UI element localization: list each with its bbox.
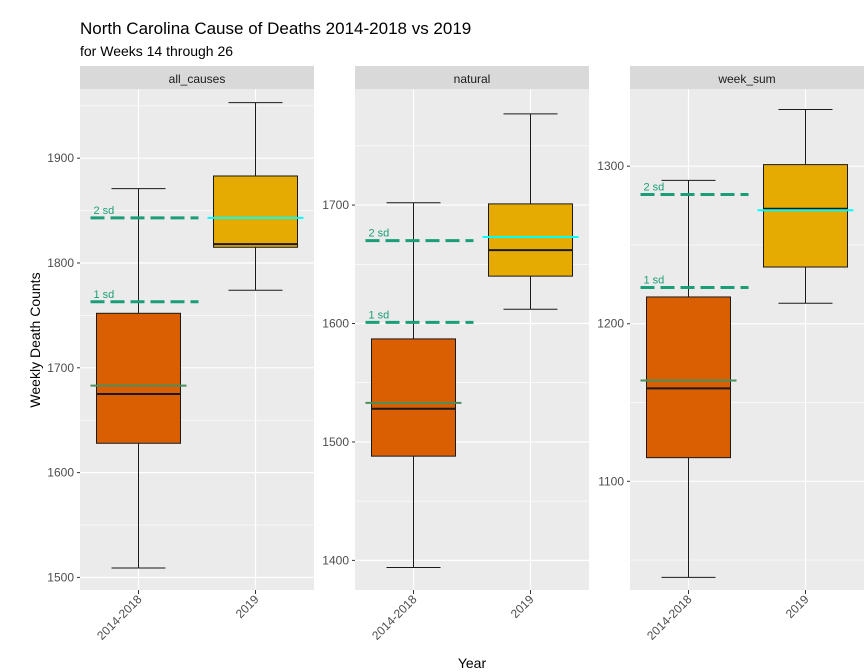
boxplot-2019 <box>213 102 298 291</box>
y-tick-label: 1200 <box>597 317 624 331</box>
boxplot-2019 <box>763 108 848 304</box>
box-iqr <box>96 312 181 444</box>
facet-strip-label: all_causes <box>169 72 226 86</box>
y-tick-label: 1300 <box>597 159 624 173</box>
box-iqr <box>213 175 298 248</box>
y-tick-label: 1700 <box>322 198 349 212</box>
box-iqr <box>646 296 731 459</box>
sd1-label: 1 sd <box>94 289 115 301</box>
y-tick-label: 1500 <box>322 435 349 449</box>
chart-title: North Carolina Cause of Deaths 2014-2018… <box>80 19 471 38</box>
facet-strip <box>355 66 589 89</box>
y-tick-label: 1600 <box>322 317 349 331</box>
chart-subtitle: for Weeks 14 through 26 <box>80 43 233 59</box>
y-tick-label: 1800 <box>47 256 74 270</box>
box-iqr <box>371 338 456 457</box>
y-tick-label: 1700 <box>47 361 74 375</box>
boxplot-2014-2018 <box>96 188 181 569</box>
box-iqr <box>763 164 848 268</box>
boxplot-2014-2018 <box>371 202 456 568</box>
facet-strip-label: natural <box>454 72 491 86</box>
x-axis-title: Year <box>458 655 487 671</box>
boxplot-2014-2018 <box>646 179 731 578</box>
facet-strip-label: week_sum <box>717 72 775 86</box>
facet-strip <box>630 66 864 89</box>
boxplot-2019 <box>488 113 573 310</box>
sd2-label: 2 sd <box>369 228 390 240</box>
y-axis-title: Weekly Death Counts <box>27 272 43 407</box>
y-tick-label: 1500 <box>47 570 74 584</box>
facet-strip <box>80 66 314 89</box>
y-tick-label: 1100 <box>598 474 624 488</box>
sd1-label: 1 sd <box>369 309 390 321</box>
y-tick-label: 1600 <box>47 466 74 480</box>
y-tick-label: 1900 <box>47 151 74 165</box>
box-iqr <box>488 203 573 277</box>
sd1-label: 1 sd <box>644 275 665 287</box>
sd2-label: 2 sd <box>644 182 665 194</box>
y-tick-label: 1400 <box>322 553 349 567</box>
sd2-label: 2 sd <box>94 205 115 217</box>
